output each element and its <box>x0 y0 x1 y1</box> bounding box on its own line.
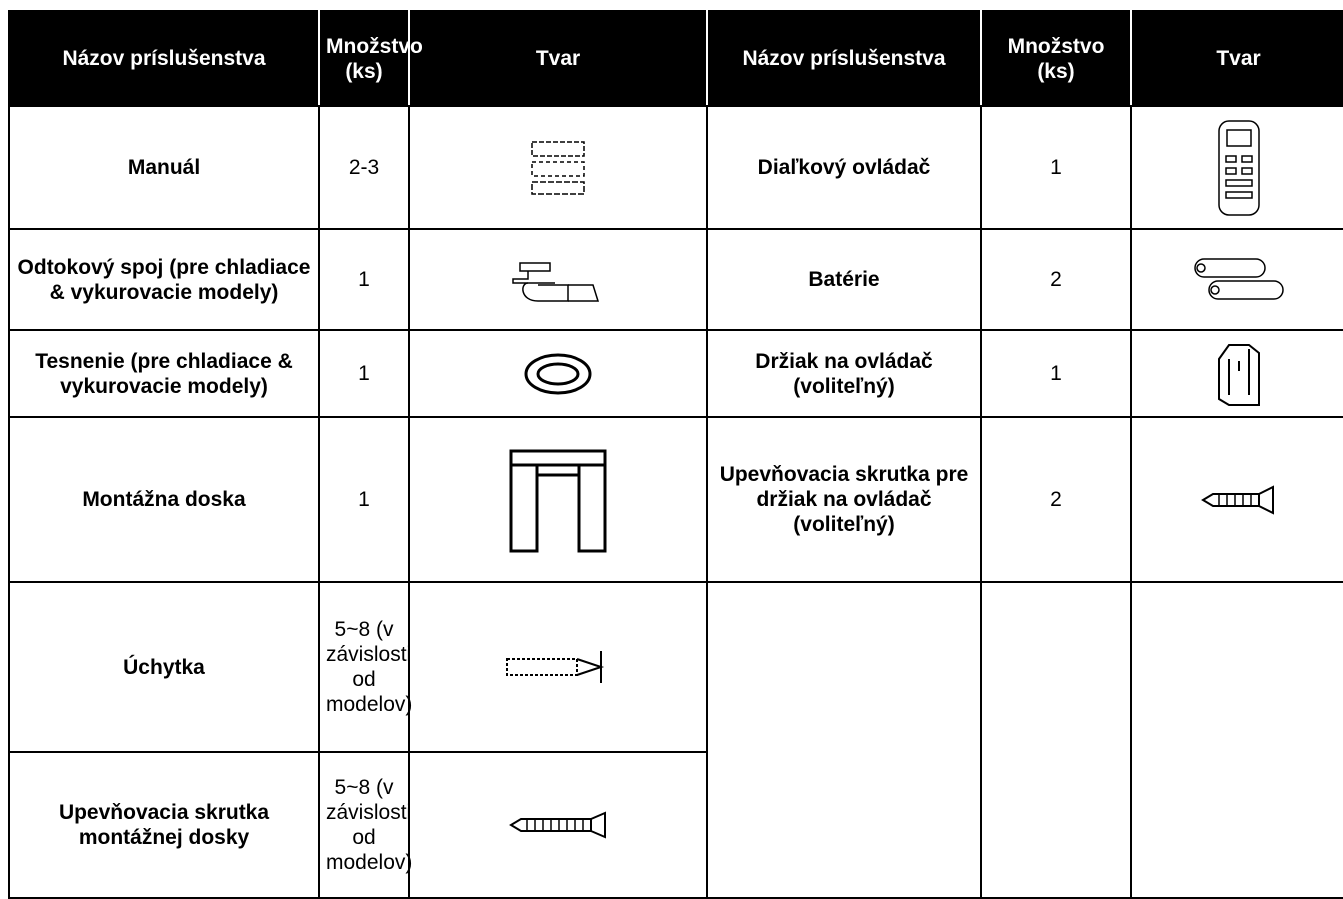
item-name: Upevňovacia skrutka pre držiak na ovláda… <box>706 416 982 583</box>
item-shape <box>408 751 708 899</box>
header-cell: Názov príslušenstva <box>706 10 982 107</box>
header-cell: Tvar <box>1130 10 1343 107</box>
header-row: Názov príslušenstva Množstvo (ks) Tvar Názo… <box>8 10 1343 107</box>
item-shape <box>408 228 708 331</box>
empty-cell <box>706 581 982 899</box>
item-quantity: 5~8 (v závislosti od modelov) <box>318 581 412 753</box>
item-quantity: 1 <box>980 329 1132 418</box>
table-row: Manuál 2-3 Diaľkový ovládač 1 <box>8 105 1343 230</box>
item-name: Úchytka <box>8 581 320 753</box>
header-cell: Množstvo (ks) <box>980 10 1132 107</box>
table-row: Montážna doska 1 Upevňovacia skrutka pre d… <box>8 416 1343 583</box>
accessories-table: Názov príslušenstva Množstvo (ks) Tvar Názo… <box>8 10 1343 899</box>
table-row: Úchytka 5~8 (v závislosti od modelov) <box>8 581 1343 899</box>
item-shape <box>408 581 708 753</box>
table-row: Tesnenie (pre chladiace & vykurovacie mo… <box>8 329 1343 418</box>
item-name: Upevňovacia skrutka montážnej dosky <box>8 751 320 899</box>
item-name: Tesnenie (pre chladiace & vykurovacie mo… <box>8 329 320 418</box>
item-shape <box>1130 416 1343 583</box>
item-quantity: 5~8 (v závislosti od modelov) <box>318 751 412 899</box>
table-row: Odtokový spoj (pre chladiace & vykurovac… <box>8 228 1343 331</box>
item-shape <box>408 105 708 230</box>
item-shape <box>1130 329 1343 418</box>
item-quantity: 2-3 <box>318 105 410 230</box>
item-shape <box>408 416 708 583</box>
header-cell: Množstvo (ks) <box>318 10 423 107</box>
item-name: Diaľkový ovládač <box>706 105 982 230</box>
item-quantity: 1 <box>318 416 410 583</box>
item-shape <box>1130 105 1343 230</box>
item-quantity: 2 <box>980 416 1132 583</box>
empty-cell <box>1130 581 1343 899</box>
item-name: Batérie <box>706 228 982 331</box>
table-container: Názov príslušenstva Množstvo (ks) Tvar Názo… <box>8 10 1343 899</box>
item-name: Montážna doska <box>8 416 320 583</box>
header-cell: Názov príslušenstva <box>8 10 320 107</box>
item-quantity: 1 <box>318 228 410 331</box>
item-name: Manuál <box>8 105 320 230</box>
item-name: Držiak na ovládač (voliteľný) <box>706 329 982 418</box>
empty-cell <box>980 581 1132 899</box>
item-quantity: 1 <box>980 105 1132 230</box>
item-quantity: 1 <box>318 329 410 418</box>
item-shape <box>408 329 708 418</box>
item-name: Odtokový spoj (pre chladiace & vykurovac… <box>8 228 320 331</box>
item-shape <box>1130 228 1343 331</box>
header-cell: Tvar <box>408 10 708 107</box>
table-row: Upevňovacia skrutka montážnej dosky 5~8 (… <box>8 751 1343 899</box>
item-quantity: 2 <box>980 228 1132 331</box>
